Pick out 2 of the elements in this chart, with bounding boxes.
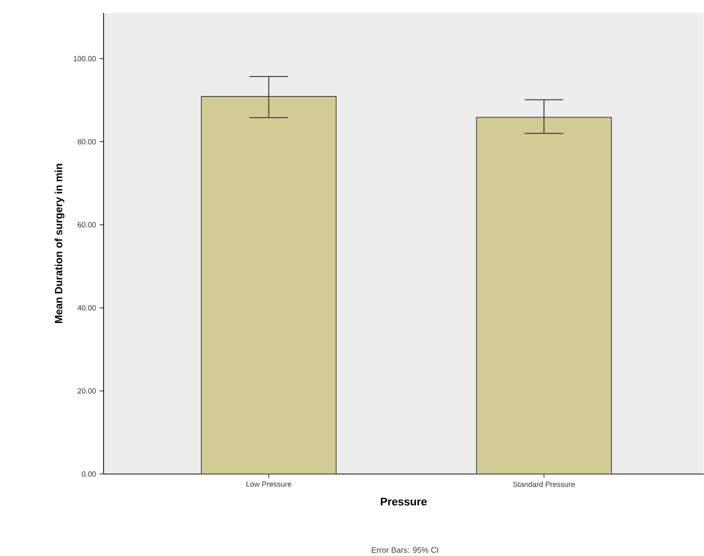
y-axis-title: Mean Duration of surgery in min (54, 164, 64, 323)
x-axis-title: Pressure (380, 498, 427, 506)
